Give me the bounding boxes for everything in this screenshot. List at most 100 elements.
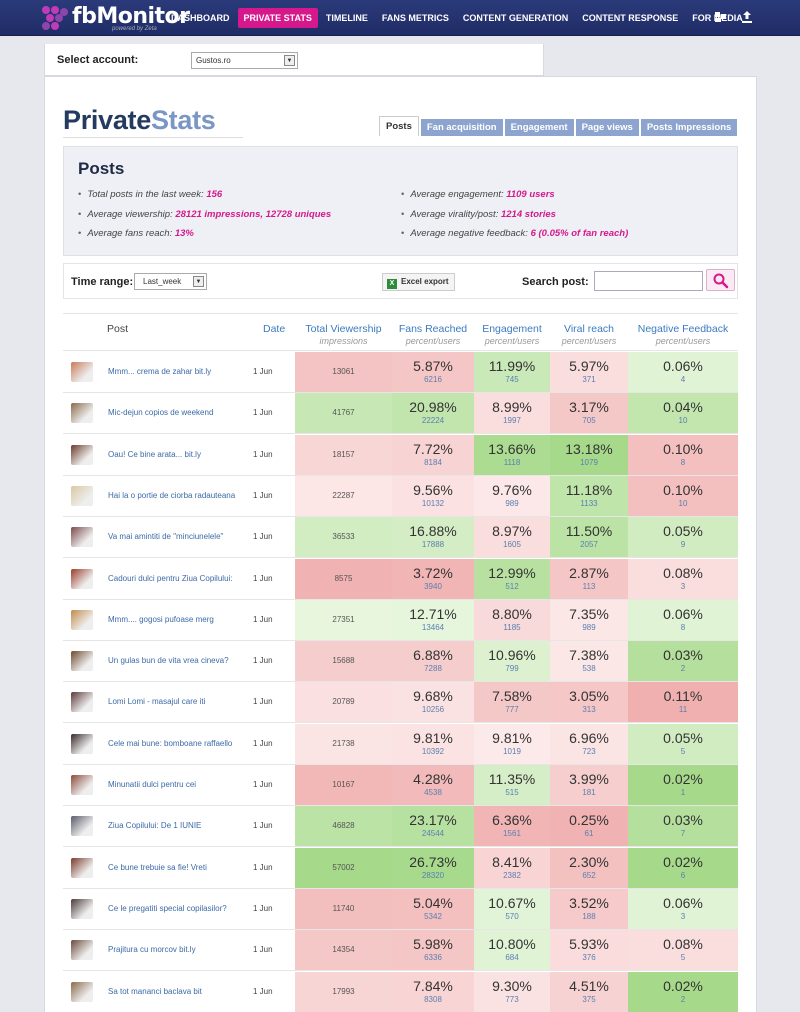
users-icon[interactable]	[714, 10, 728, 24]
post-thumbnail[interactable]	[71, 403, 93, 424]
post-link[interactable]: Ziua Copilului: De 1 IUNIE	[108, 821, 202, 831]
col-negative-feedback[interactable]: Negative Feedback percent/users	[628, 323, 738, 346]
viewership-cell: 10167	[295, 765, 392, 805]
table-row[interactable]: Ce le pregatiti special copilasilor? 1 Ju…	[63, 888, 738, 930]
nav-item-private-stats[interactable]: PRIVATE STATS	[237, 8, 318, 28]
col-engagement[interactable]: Engagement percent/users	[474, 323, 550, 346]
post-thumbnail[interactable]	[71, 651, 93, 672]
post-thumbnail[interactable]	[71, 733, 93, 754]
table-row[interactable]: Prajitura cu morcov bit.ly 1 Jun 14354 5.98…	[63, 930, 738, 972]
post-link[interactable]: Mic-dejun copios de weekend	[108, 408, 214, 418]
viral-reach-users: 61	[584, 829, 594, 839]
post-link[interactable]: Oau! Ce bine arata... bit.ly	[108, 449, 201, 459]
post-link[interactable]: Prajitura cu morcov bit.ly	[108, 945, 196, 955]
post-link[interactable]: Minunatii dulci pentru cei	[108, 780, 197, 789]
post-link[interactable]: Ce bune trebuie sa fie! Vreti	[108, 862, 207, 872]
post-thumbnail[interactable]	[71, 816, 93, 837]
engagement-users: 2382	[503, 870, 521, 880]
negative-feedback-percent: 0.06%	[663, 894, 703, 911]
viewership-value: 17993	[332, 986, 355, 996]
engagement-cell: 10.96% 799	[474, 641, 550, 682]
post-link[interactable]: Mmm... crema de zahar bit.ly	[108, 367, 212, 376]
tab-fan-acquisition[interactable]: Fan acquisition	[420, 119, 503, 136]
post-thumbnail[interactable]	[71, 775, 93, 795]
table-row[interactable]: Mic-dejun copios de weekend 1 Jun 41767 20.…	[63, 393, 738, 435]
post-thumbnail[interactable]	[71, 444, 93, 465]
tab-posts[interactable]: Posts	[379, 116, 419, 136]
table-row[interactable]: Cadouri dulci pentru Ziua Copilului: 1 Ju…	[63, 558, 738, 600]
viewership-cell: 13061	[295, 352, 392, 392]
engagement-percent: 7.58%	[492, 688, 532, 705]
negative-feedback-cell: 0.02% 2	[628, 971, 738, 1012]
post-thumbnail[interactable]	[71, 485, 93, 506]
row-pointer	[289, 367, 295, 377]
col-fans-reached[interactable]: Fans Reached percent/users	[392, 323, 474, 346]
post-thumbnail[interactable]	[71, 527, 93, 548]
table-row[interactable]: Ce bune trebuie sa fie! Vreti 1 Jun 57002 2…	[63, 847, 738, 889]
search-post-input[interactable]	[594, 271, 703, 291]
post-link[interactable]: Lomi Lomi - masajul care iti	[108, 697, 206, 707]
time-range-select[interactable]: Last_week ▼	[134, 273, 207, 290]
summary-engagement-label: Average engagement:	[410, 189, 504, 200]
viewership-cell: 15688	[295, 641, 392, 682]
post-thumbnail[interactable]	[71, 857, 93, 878]
time-range-label: Time range:	[71, 276, 134, 288]
row-pointer	[289, 532, 295, 543]
col-viral-reach[interactable]: Viral reach percent/users	[550, 323, 628, 346]
post-date: 1 Jun	[253, 821, 273, 831]
tab-posts-impressions[interactable]: Posts Impressions	[640, 119, 738, 136]
nav-item-fans-metrics[interactable]: FANS METRICS	[381, 13, 449, 23]
viewership-cell: 22287	[295, 475, 392, 516]
post-thumbnail[interactable]	[71, 898, 93, 919]
account-select-value: Gustos.ro	[196, 56, 231, 65]
table-row[interactable]: Mmm... crema de zahar bit.ly 1 Jun 13061 5.…	[63, 352, 738, 393]
post-thumbnail[interactable]	[71, 981, 93, 1002]
excel-export-button[interactable]: X Excel export	[382, 273, 455, 291]
tab-engagement[interactable]: Engagement	[504, 119, 574, 136]
table-row[interactable]: Sa tot mananci baclava bit 1 Jun 17993 7.84…	[63, 971, 738, 1012]
post-link[interactable]: Mmm.... gogosi pufoase merg	[108, 614, 214, 624]
table-row[interactable]: Hai la o portie de ciorba radauteana 1 Ju…	[63, 475, 738, 517]
post-link[interactable]: Ce le pregatiti special copilasilor?	[108, 903, 227, 913]
fans-reached-percent: 12.71%	[409, 605, 457, 622]
post-thumbnail[interactable]	[71, 609, 93, 630]
table-row[interactable]: Oau! Ce bine arata... bit.ly 1 Jun 18157 7.…	[63, 434, 738, 476]
table-row[interactable]: Mmm.... gogosi pufoase merg 1 Jun 27351 12.…	[63, 599, 738, 641]
nav-item-content-response[interactable]: CONTENT RESPONSE	[582, 13, 679, 23]
tab-page-views[interactable]: Page views	[575, 119, 639, 136]
table-row[interactable]: Ziua Copilului: De 1 IUNIE 1 Jun 46828 23.1…	[63, 806, 738, 848]
table-row[interactable]: Un gulas bun de vita vrea cineva? 1 Jun 15…	[63, 641, 738, 683]
col-post: Post	[107, 323, 129, 335]
col-total-viewership[interactable]: Total Viewership impressions	[295, 323, 392, 346]
post-link[interactable]: Cadouri dulci pentru Ziua Copilului:	[108, 573, 233, 583]
table-row[interactable]: Va mai amintiti de "minciunelele" 1 Jun 36…	[63, 517, 738, 559]
negative-feedback-users: 5	[680, 953, 686, 963]
negative-feedback-users: 11	[678, 705, 688, 715]
post-link[interactable]: Hai la o portie de ciorba radauteana	[108, 490, 236, 500]
nav-item-content-generation[interactable]: CONTENT GENERATION	[462, 13, 569, 23]
post-thumbnail[interactable]	[71, 362, 93, 382]
col-date[interactable]: Date	[263, 323, 286, 335]
table-row[interactable]: Lomi Lomi - masajul care iti 1 Jun 20789 9.…	[63, 682, 738, 724]
negative-feedback-percent: 0.05%	[663, 523, 703, 540]
search-button[interactable]	[706, 269, 735, 291]
table-row[interactable]: Minunatii dulci pentru cei 1 Jun 10167 4.28…	[63, 765, 738, 806]
row-pointer	[289, 738, 295, 749]
post-link[interactable]: Un gulas bun de vita vrea cineva?	[108, 656, 229, 666]
nav-item-timeline[interactable]: TIMELINE	[325, 13, 368, 23]
nav-item-dashboard[interactable]: DASHBOARD	[171, 13, 230, 23]
engagement-percent: 10.96%	[488, 647, 536, 664]
fans-reached-percent: 26.73%	[409, 853, 457, 870]
viral-reach-users: 989	[582, 622, 596, 632]
post-thumbnail[interactable]	[71, 692, 93, 713]
post-link[interactable]: Va mai amintiti de "minciunelele"	[108, 532, 224, 542]
upload-icon[interactable]	[740, 10, 754, 24]
post-thumbnail[interactable]	[71, 568, 93, 589]
post-link[interactable]: Cele mai bune: bomboane raffaello	[108, 738, 233, 748]
app-logo[interactable]: fbMonitor powered by Zeta	[42, 2, 190, 34]
viral-reach-users: 371	[582, 375, 596, 384]
post-link[interactable]: Sa tot mananci baclava bit	[108, 986, 202, 996]
post-thumbnail[interactable]	[71, 940, 93, 961]
account-select[interactable]: Gustos.ro ▼	[191, 52, 298, 69]
table-row[interactable]: Cele mai bune: bomboane raffaello 1 Jun 21…	[63, 723, 738, 765]
